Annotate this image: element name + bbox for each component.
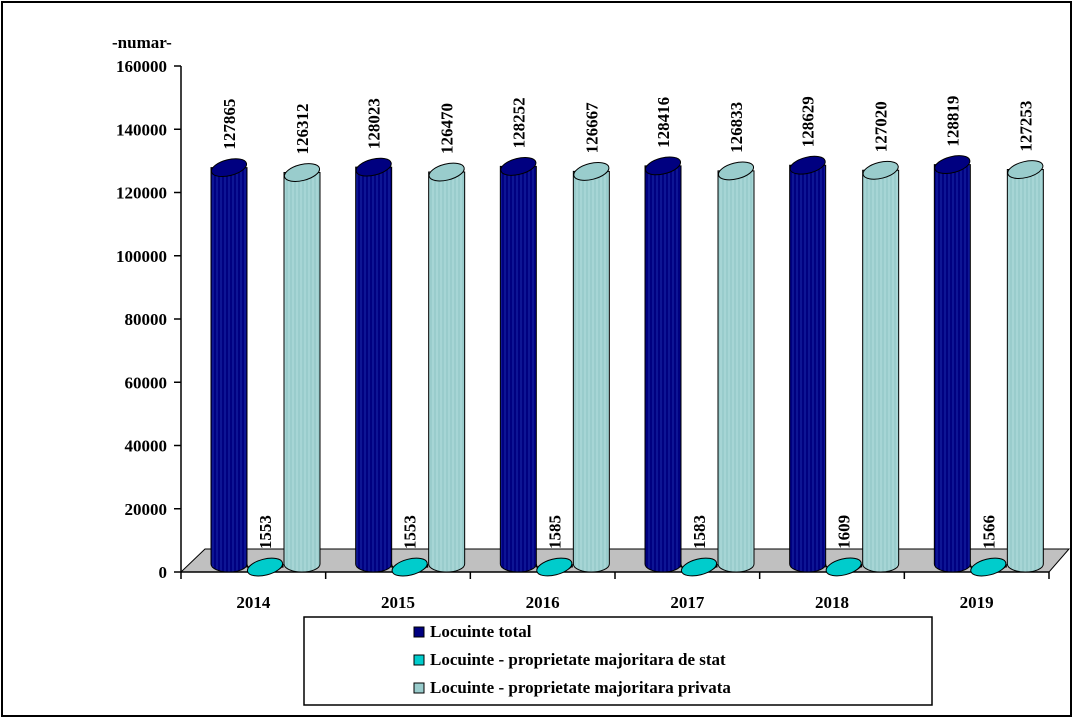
y-tick-label: 80000 xyxy=(125,310,168,329)
data-label: 127020 xyxy=(872,101,891,152)
bar-cap xyxy=(283,163,321,182)
bars xyxy=(210,155,1044,577)
bar-locuinte-total-2015 xyxy=(355,157,393,573)
bar-cap xyxy=(1007,160,1044,179)
data-label: 128416 xyxy=(654,97,673,148)
bar-body xyxy=(572,170,610,573)
bar-body xyxy=(789,164,827,573)
y-tick-label: 40000 xyxy=(125,437,168,456)
bar-cap xyxy=(573,162,610,181)
x-tick-label: 2018 xyxy=(815,593,849,612)
legend-swatch-total xyxy=(413,626,425,638)
bar-cap xyxy=(428,162,465,182)
bar-body xyxy=(283,172,321,573)
bar-locuinte---proprietate-majoritara-de-stat-2018 xyxy=(825,557,863,577)
bar-body xyxy=(210,167,248,573)
data-label: 127253 xyxy=(1016,101,1035,152)
x-axis-ticks: 2014 2015 2016 2017 2018 2019 xyxy=(180,572,1050,612)
x-tick-label: 2016 xyxy=(526,593,560,612)
bar-locuinte---proprietate-majoritara-privata-2019 xyxy=(1006,160,1044,573)
bar-cap xyxy=(500,157,537,176)
bar-locuinte---proprietate-majoritara-de-stat-2019 xyxy=(969,557,1007,577)
bar-locuinte---proprietate-majoritara-de-stat-2014 xyxy=(246,557,284,577)
bar-cap xyxy=(970,557,1007,577)
data-label: 127865 xyxy=(220,99,239,150)
bar-cap xyxy=(536,557,573,577)
bar-cap xyxy=(934,155,971,175)
bar-locuinte-total-2019 xyxy=(933,155,971,573)
bar-locuinte---proprietate-majoritara-privata-2017 xyxy=(717,161,755,573)
bar-cap xyxy=(825,557,862,577)
x-tick-label: 2014 xyxy=(236,593,271,612)
bar-locuinte---proprietate-majoritara-de-stat-2017 xyxy=(680,557,718,577)
legend-label-privata: Locuinte - proprietate majoritara privat… xyxy=(430,678,731,697)
bar-locuinte-total-2014 xyxy=(210,158,248,573)
data-label: 1609 xyxy=(835,515,854,549)
bar-body xyxy=(933,164,971,573)
data-label: 128023 xyxy=(365,98,384,149)
y-tick-label: 20000 xyxy=(125,500,168,519)
bar-locuinte---proprietate-majoritara-de-stat-2016 xyxy=(535,557,573,577)
bar-locuinte-total-2016 xyxy=(499,157,537,573)
y-tick-label: 0 xyxy=(159,563,168,582)
bar-locuinte---proprietate-majoritara-privata-2015 xyxy=(428,162,466,573)
bar-body xyxy=(1006,169,1044,573)
bar-locuinte---proprietate-majoritara-privata-2018 xyxy=(862,160,900,573)
bar-locuinte-total-2017 xyxy=(644,156,682,573)
bar-cap xyxy=(717,161,755,181)
data-label: 1583 xyxy=(690,515,709,549)
bar-cap xyxy=(210,158,248,178)
bar-locuinte---proprietate-majoritara-privata-2014 xyxy=(283,163,321,573)
bar-body xyxy=(355,166,393,573)
y-unit-label: -numar- xyxy=(112,33,172,52)
data-labels: 127865 1553 126312 128023 1553 126470 128252 15… xyxy=(220,96,1035,549)
bar-body xyxy=(644,165,682,573)
y-axis-ticks: 0 20000 40000 60000 80000 100000 120000 140000 1… xyxy=(116,57,181,582)
bar-locuinte---proprietate-majoritara-privata-2016 xyxy=(572,162,610,573)
bar-cap xyxy=(789,155,826,175)
legend-swatch-privata xyxy=(413,682,425,694)
legend-swatch-stat xyxy=(413,654,425,666)
bar-cap xyxy=(862,160,899,180)
data-label: 1553 xyxy=(401,515,420,549)
legend-label-stat: Locuinte - proprietate majoritara de sta… xyxy=(430,650,726,669)
bar-locuinte---proprietate-majoritara-de-stat-2015 xyxy=(391,557,429,577)
bar-body xyxy=(717,170,755,573)
data-label: 126470 xyxy=(438,103,457,154)
x-tick-label: 2015 xyxy=(381,593,415,612)
x-tick-label: 2019 xyxy=(960,593,994,612)
bar-body xyxy=(499,165,537,573)
data-label: 1553 xyxy=(256,515,275,549)
data-label: 126312 xyxy=(293,104,312,155)
data-label: 1585 xyxy=(545,515,564,549)
legend-label-total: Locuinte total xyxy=(430,622,532,641)
bar-cap xyxy=(680,557,718,577)
y-tick-label: 120000 xyxy=(116,184,167,203)
data-label: 128252 xyxy=(509,97,528,148)
y-tick-label: 60000 xyxy=(125,373,168,392)
data-label: 128629 xyxy=(799,96,818,147)
bar-cap xyxy=(355,157,392,177)
legend-box xyxy=(303,616,933,706)
y-tick-label: 100000 xyxy=(116,247,167,266)
data-label: 126667 xyxy=(582,102,601,154)
y-tick-label: 160000 xyxy=(116,57,167,76)
data-label: 1566 xyxy=(979,515,998,549)
data-label: 128819 xyxy=(943,96,962,147)
bar-body xyxy=(862,169,900,573)
bar-locuinte-total-2018 xyxy=(789,155,827,573)
x-tick-label: 2017 xyxy=(670,593,705,612)
data-label: 126833 xyxy=(727,102,746,153)
legend: Locuinte total Locuinte - proprietate ma… xyxy=(303,616,933,706)
bar-body xyxy=(428,171,466,573)
bar-cap xyxy=(644,156,682,176)
y-tick-label: 140000 xyxy=(116,120,167,139)
bar-cap xyxy=(246,557,284,577)
bar-cap xyxy=(391,557,428,577)
